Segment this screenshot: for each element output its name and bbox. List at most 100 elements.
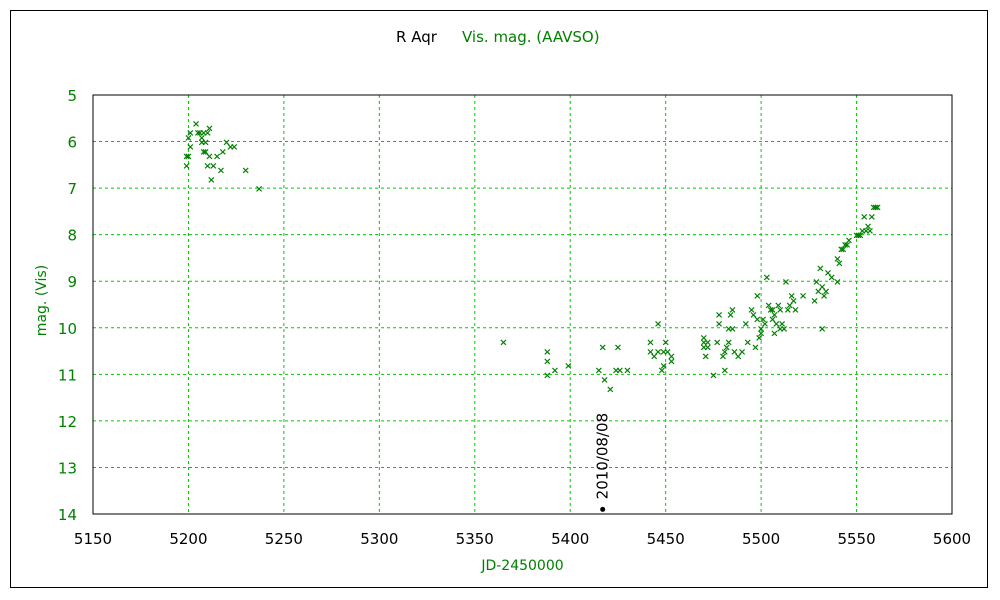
data-point: ×	[787, 291, 795, 302]
data-point: ×	[660, 347, 668, 358]
grid-lines	[93, 95, 952, 514]
data-point: ×	[543, 356, 551, 367]
data-point: ×	[747, 305, 755, 316]
data-point: ×	[182, 152, 190, 163]
data-point: ×	[709, 370, 717, 381]
y-tick-label: 13	[58, 459, 77, 477]
data-point: ×	[646, 347, 654, 358]
data-point: ×	[230, 142, 238, 153]
data-point: ×	[862, 226, 870, 237]
data-point: ×	[201, 138, 209, 149]
data-point: ×	[667, 352, 675, 363]
data-point: ×	[721, 366, 729, 377]
data-point: ×	[724, 338, 732, 349]
data-point: ×	[200, 147, 208, 158]
data-point: ×	[766, 305, 774, 316]
data-point: ×	[761, 319, 769, 330]
data-point: ×	[726, 310, 734, 321]
data-point: ×	[612, 366, 620, 377]
data-point: ×	[654, 319, 662, 330]
data-point: ×	[654, 347, 662, 358]
data-point: ×	[700, 342, 708, 353]
data-point: ×	[703, 338, 711, 349]
data-point: ×	[856, 231, 864, 242]
annotation-label: 2010/08/08	[594, 413, 612, 499]
data-point: ×	[499, 338, 507, 349]
data-point: ×	[196, 128, 204, 139]
x-tick-label: 5150	[74, 530, 112, 548]
data-point: ×	[646, 338, 654, 349]
data-point: ×	[203, 128, 211, 139]
data-point: ×	[255, 184, 263, 195]
data-point: ×	[194, 128, 202, 139]
data-point: ×	[198, 138, 206, 149]
data-point: ×	[818, 324, 826, 335]
data-point: ×	[759, 314, 767, 325]
data-point: ×	[715, 310, 723, 321]
data-point: ×	[776, 305, 784, 316]
data-point: ×	[543, 370, 551, 381]
data-point: ×	[744, 338, 752, 349]
data-point: ×	[839, 245, 847, 256]
y-tick-label: 9	[67, 273, 77, 291]
series-title: Vis. mag. (AAVSO)	[462, 28, 600, 46]
y-axis-label: mag. (Vis)	[34, 265, 50, 336]
data-point: ×	[749, 310, 757, 321]
chart-frame: R Aqr Vis. mag. (AAVSO) 5150 5200 5250 5300…	[10, 10, 988, 588]
data-point: ×	[242, 165, 250, 176]
data-point: ×	[816, 263, 824, 274]
data-point: ×	[789, 296, 797, 307]
data-point: ×	[207, 175, 215, 186]
data-point: ×	[799, 291, 807, 302]
data-point: ×	[778, 319, 786, 330]
annotation: 2010/08/08	[594, 413, 612, 512]
data-point: ×	[192, 119, 200, 130]
data-point: ×	[770, 310, 778, 321]
data-point: ×	[837, 245, 845, 256]
data-point: ×	[776, 324, 784, 335]
x-tick-label: 5250	[265, 530, 303, 548]
x-tick-label: 5200	[169, 530, 207, 548]
data-points: ××××××××××××××××××××××××××××××××× × × ×××××…	[182, 119, 881, 395]
data-point: ×	[833, 254, 841, 265]
data-point: ×	[854, 231, 862, 242]
data-point: ×	[768, 305, 776, 316]
data-point: ×	[721, 347, 729, 358]
data-point: ×	[860, 212, 868, 223]
data-point: ×	[730, 347, 738, 358]
data-point: ×	[751, 342, 759, 353]
data-point: ×	[784, 305, 792, 316]
data-point: ×	[226, 142, 234, 153]
x-axis-label: JD-2450000	[480, 558, 563, 574]
data-point: ×	[600, 375, 608, 386]
data-point: ×	[818, 282, 826, 293]
data-point: ×	[738, 347, 746, 358]
data-point: ×	[824, 268, 832, 279]
data-point: ×	[864, 221, 872, 232]
data-point: ×	[614, 342, 622, 353]
data-point: ×	[814, 287, 822, 298]
plot-area	[92, 94, 953, 515]
data-point: ×	[845, 235, 853, 246]
data-point: ×	[822, 287, 830, 298]
y-tick-label: 6	[67, 134, 77, 152]
data-point: ×	[543, 347, 551, 358]
y-tick-label: 10	[58, 320, 77, 338]
x-tick-label: 5300	[360, 530, 398, 548]
data-point: ×	[835, 259, 843, 270]
data-point: ×	[870, 203, 878, 214]
data-point: ×	[222, 138, 230, 149]
data-point: ×	[868, 212, 876, 223]
y-tick-label: 14	[58, 506, 77, 524]
data-point: ×	[186, 128, 194, 139]
x-tick-label: 5550	[837, 530, 875, 548]
data-point: ×	[723, 342, 731, 353]
data-point: ×	[833, 277, 841, 288]
annotation-marker	[600, 506, 606, 512]
data-point: ×	[213, 152, 221, 163]
data-point: ×	[715, 319, 723, 330]
data-point: ×	[755, 333, 763, 344]
data-point: ×	[724, 324, 732, 335]
y-tick-label: 11	[58, 366, 77, 384]
data-point: ×	[551, 366, 559, 377]
